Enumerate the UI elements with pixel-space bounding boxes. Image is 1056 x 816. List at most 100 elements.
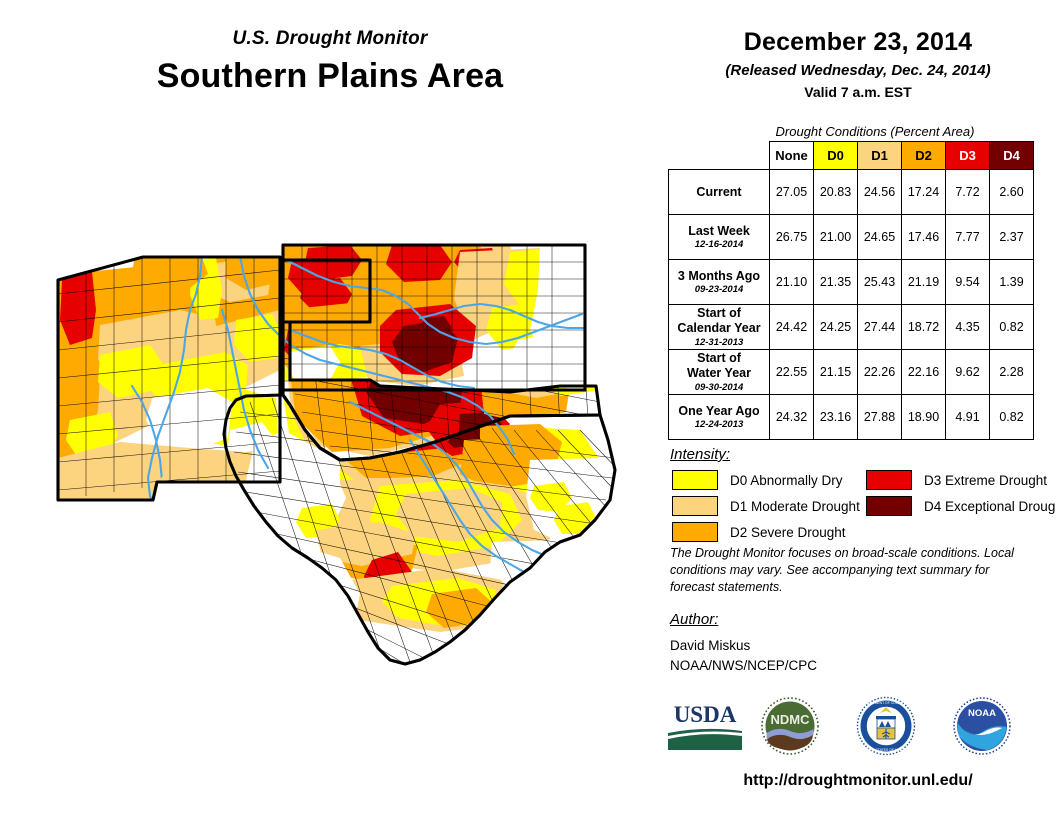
- table-cell-d0: 21.35: [813, 259, 858, 305]
- legend-item-d4: D4 Exceptional Drought: [866, 496, 1056, 516]
- table-row: 3 Months Ago 09-23-2014 21.10 21.35 25.43 21.…: [668, 259, 1034, 305]
- table-cell-d4: 2.60: [989, 169, 1034, 215]
- table-corner-cell: [669, 142, 770, 170]
- date-block: December 23, 2014 (Released Wednesday, D…: [660, 28, 1056, 100]
- row-label: Start of Water Year 09-30-2014: [668, 349, 770, 395]
- disclaimer-text: The Drought Monitor focuses on broad-sca…: [670, 546, 1014, 594]
- ndmc-logo: NDMC: [761, 697, 819, 755]
- table-header-d3: D3: [945, 141, 990, 170]
- table-cell-none: 24.42: [769, 304, 814, 350]
- legend-item-d2: D2 Severe Drought: [672, 522, 846, 542]
- table-cell-d0: 20.83: [813, 169, 858, 215]
- row-label: Current: [668, 169, 770, 215]
- map-title-block: U.S. Drought Monitor Southern Plains Are…: [0, 28, 660, 96]
- table-cell-d1: 22.26: [857, 349, 902, 395]
- table-row: Start of Calendar Year 12-31-2013 24.42 24.2…: [668, 304, 1034, 350]
- table-header-none: None: [769, 141, 814, 170]
- legend-label-d0: D0 Abnormally Dry: [730, 472, 843, 488]
- website-url[interactable]: http://droughtmonitor.unl.edu/: [743, 772, 973, 789]
- table-header-d4: D4: [989, 141, 1034, 170]
- table-body: Current 27.05 20.83 24.56 17.24 7.72 2.60 Last …: [668, 169, 1034, 440]
- table-cell-none: 27.05: [769, 169, 814, 215]
- legend-swatch-d4: [866, 496, 912, 516]
- table-cell-d1: 24.65: [857, 214, 902, 260]
- valid-date: December 23, 2014: [743, 28, 973, 56]
- row-label-name: 3 Months Ago: [677, 268, 761, 283]
- table-cell-d3: 4.35: [945, 304, 990, 350]
- legend-heading: Intensity:: [670, 446, 731, 463]
- legend-swatch-d2: [672, 522, 718, 542]
- region-title: Southern Plains Area: [156, 57, 504, 95]
- map-svg: [56, 243, 617, 666]
- drought-map: [40, 190, 660, 710]
- table-cell-d2: 18.90: [901, 394, 946, 440]
- legend-label-d1: D1 Moderate Drought: [730, 498, 860, 514]
- table-cell-d4: 0.82: [989, 394, 1034, 440]
- legend-swatch-d0: [672, 470, 718, 490]
- author-name: David Miskus: [670, 638, 751, 653]
- table-cell-d3: 7.77: [945, 214, 990, 260]
- table-row: One Year Ago 12-24-2013 24.32 23.16 27.88 18.…: [668, 394, 1034, 440]
- table-cell-none: 21.10: [769, 259, 814, 305]
- row-label-name: Last Week: [688, 223, 750, 238]
- table-cell-d0: 21.15: [813, 349, 858, 395]
- table-cell-none: 22.55: [769, 349, 814, 395]
- svg-text:USDA: USDA: [674, 702, 737, 727]
- table-caption: Drought Conditions (Percent Area): [775, 124, 975, 139]
- table-row: Start of Water Year 09-30-2014 22.55 21.15 22…: [668, 349, 1034, 395]
- table-cell-d2: 22.16: [901, 349, 946, 395]
- table-cell-d3: 7.72: [945, 169, 990, 215]
- table-cell-d2: 17.24: [901, 169, 946, 215]
- release-date: (Released Wednesday, Dec. 24, 2014): [725, 62, 991, 79]
- usda-logo: USDA: [668, 702, 742, 750]
- row-label: Last Week 12-16-2014: [668, 214, 770, 260]
- svg-text:UNITED STATES OF AMERICA: UNITED STATES OF AMERICA: [862, 748, 911, 752]
- row-label-name: Start of Calendar Year: [677, 306, 761, 335]
- table-header-d1: D1: [857, 141, 902, 170]
- svg-text:NOAA: NOAA: [968, 708, 996, 719]
- table-cell-d4: 1.39: [989, 259, 1034, 305]
- legend-swatch-d3: [866, 470, 912, 490]
- table-cell-d2: 17.46: [901, 214, 946, 260]
- table-header-row: None D0 D1 D2 D3 D4: [669, 141, 1034, 170]
- doc-seal: DEPARTMENT OF COMMERCE UNITED STATES OF …: [856, 696, 916, 756]
- legend-item-d3: D3 Extreme Drought: [866, 470, 1047, 490]
- legend-label-d4: D4 Exceptional Drought: [924, 498, 1056, 514]
- table-cell-d0: 21.00: [813, 214, 858, 260]
- table-cell-d1: 25.43: [857, 259, 902, 305]
- table-cell-none: 24.32: [769, 394, 814, 440]
- table-cell-d4: 2.28: [989, 349, 1034, 395]
- table-cell-d1: 27.88: [857, 394, 902, 440]
- row-label: 3 Months Ago 09-23-2014: [668, 259, 770, 305]
- row-label-name: Current: [696, 184, 742, 199]
- legend-item-d1: D1 Moderate Drought: [672, 496, 860, 516]
- legend-label-d2: D2 Severe Drought: [730, 524, 846, 540]
- row-label: One Year Ago 12-24-2013: [668, 394, 770, 440]
- table-cell-d3: 9.62: [945, 349, 990, 395]
- table-cell-d0: 24.25: [813, 304, 858, 350]
- table-cell-d1: 24.56: [857, 169, 902, 215]
- table-header-d2: D2: [901, 141, 946, 170]
- legend-swatch-d1: [672, 496, 718, 516]
- row-label-date: 09-30-2014: [694, 381, 744, 393]
- row-label-date: 12-24-2013: [694, 419, 744, 431]
- table-cell-d0: 23.16: [813, 394, 858, 440]
- table-row: Last Week 12-16-2014 26.75 21.00 24.65 17.46 7…: [668, 214, 1034, 260]
- author-affiliation: NOAA/NWS/NCEP/CPC: [670, 657, 818, 673]
- program-title: U.S. Drought Monitor: [232, 28, 428, 49]
- state-boundaries: [56, 243, 617, 666]
- table-cell-d2: 21.19: [901, 259, 946, 305]
- row-label-name: One Year Ago: [678, 403, 760, 418]
- table-cell-d3: 4.91: [945, 394, 990, 440]
- table-cell-none: 26.75: [769, 214, 814, 260]
- svg-text:NDMC: NDMC: [771, 712, 811, 727]
- logo-row: USDA NDMC DEPARTMENT OF COMMERCE UNITED …: [660, 694, 1056, 760]
- table-cell-d2: 18.72: [901, 304, 946, 350]
- author-heading: Author:: [670, 611, 719, 628]
- table-cell-d3: 9.54: [945, 259, 990, 305]
- drought-conditions-table: None D0 D1 D2 D3 D4 Current 27.05 20.83 24.56 17.…: [668, 141, 1034, 440]
- table-header-d0: D0: [813, 141, 858, 170]
- svg-text:DEPARTMENT OF COMMERCE: DEPARTMENT OF COMMERCE: [861, 701, 911, 705]
- noaa-logo: NOAA: [953, 697, 1011, 755]
- row-label-date: 12-16-2014: [694, 239, 744, 251]
